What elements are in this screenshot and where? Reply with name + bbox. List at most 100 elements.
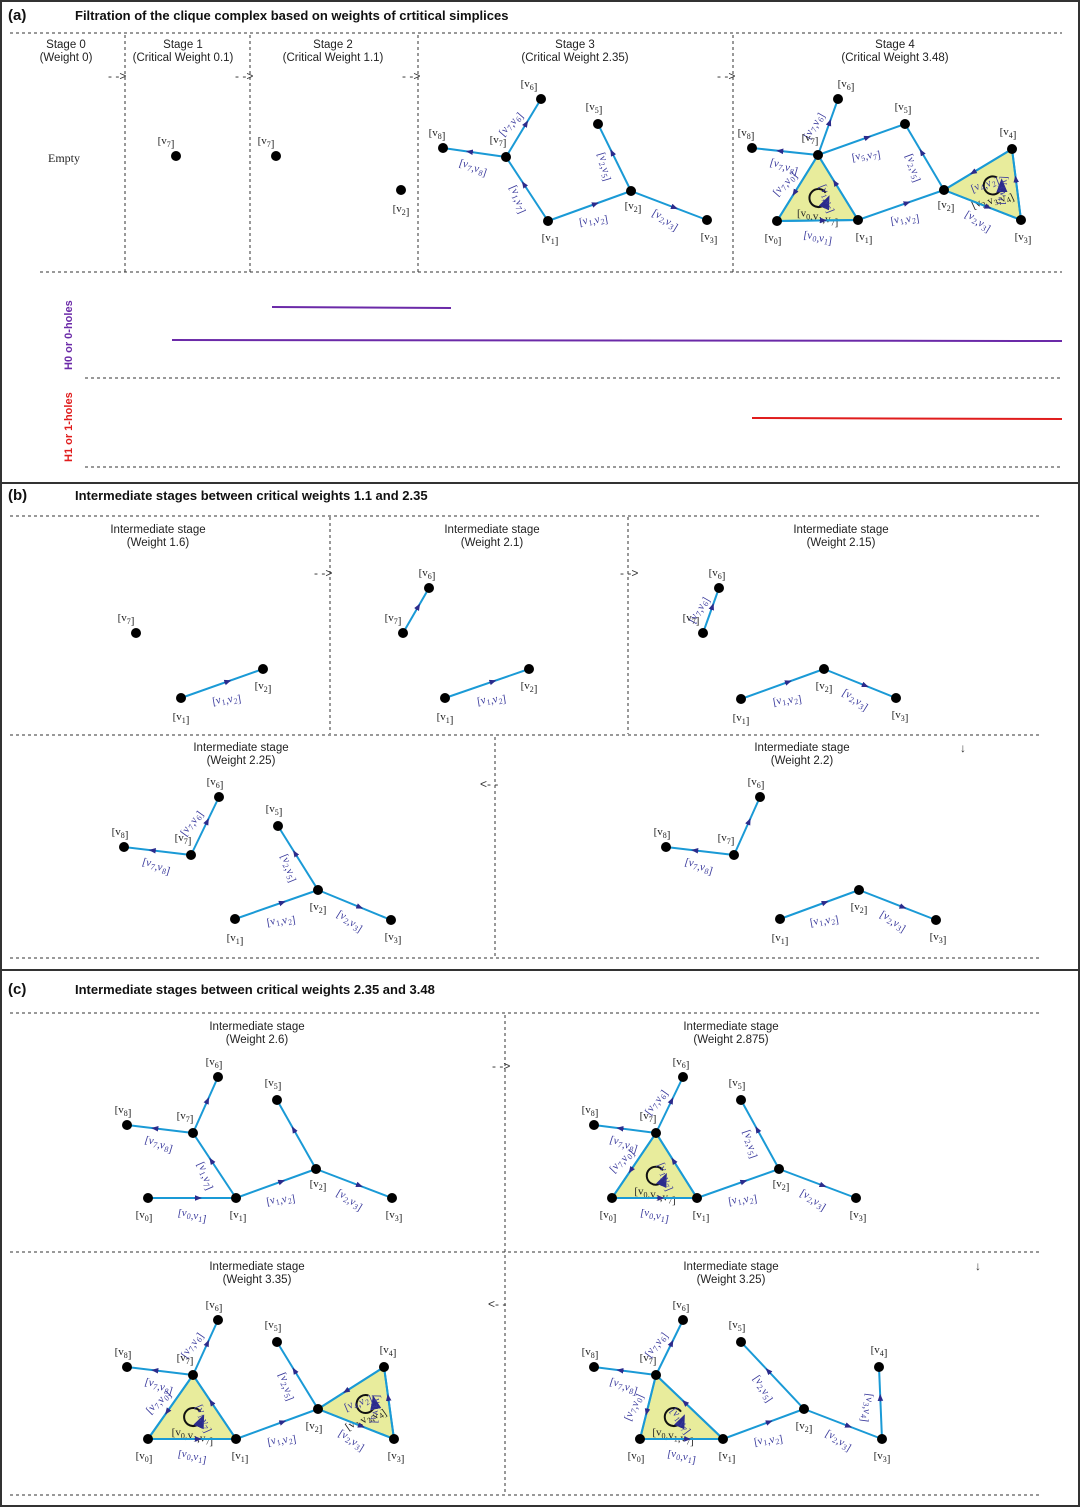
edge-label: [v2,v3]	[796, 1187, 830, 1214]
vertex-v4	[1007, 144, 1017, 154]
edge-simplex	[277, 825, 319, 891]
vertex-label: [v3]	[874, 1450, 891, 1465]
vertex-v7	[171, 151, 181, 161]
vertex-label: [v3]	[701, 231, 718, 246]
vertex-label: [v6]	[207, 776, 224, 791]
edge-label: [v7,v0]	[622, 1391, 647, 1424]
edge-simplex	[317, 1408, 395, 1440]
edge-label: [v4,v2]	[341, 1388, 375, 1419]
stage-weight: (Weight 0)	[40, 52, 93, 64]
edge-direction-arrow-icon	[1013, 175, 1020, 183]
flow-arrow-down: ↓	[975, 1259, 981, 1273]
edge-simplex	[317, 889, 392, 921]
edge-direction-arrow-icon	[969, 168, 978, 175]
vertex-label: [v4]	[871, 1344, 888, 1359]
stage-weight: (Weight 2.6)	[226, 1034, 289, 1046]
vertex-v0	[143, 1193, 153, 1203]
edge-label: [v3,v4]	[857, 1393, 876, 1423]
vertex-label: [v5]	[265, 1319, 282, 1334]
edge-direction-arrow-icon	[682, 1400, 690, 1407]
stage-weight: (Weight 2.875)	[693, 1034, 768, 1046]
vertex-label: [v6]	[419, 567, 436, 582]
edge-label: [v2,v5]	[272, 851, 303, 885]
edge-label: [v2,v5]	[270, 1370, 301, 1404]
vertex-v2	[626, 186, 636, 196]
edge-simplex	[740, 1341, 805, 1410]
vertex-label: [v7]	[718, 832, 735, 847]
c-stage-2-graph: [v0,v1,v7][v7,v8][v7,v6][v2,v5][v1,v2][v…	[582, 1056, 867, 1225]
h0-axis-label: H0 or 0-holes	[63, 300, 75, 370]
panel-c-title: Intermediate stages between critical wei…	[75, 982, 435, 997]
panel-a-label: (a)	[8, 7, 26, 24]
vertex-v6	[213, 1072, 223, 1082]
vertex-v8	[589, 1120, 599, 1130]
edge-label: [v1,v2]	[264, 1187, 297, 1214]
vertex-label: [v3]	[385, 931, 402, 946]
vertex-v6	[714, 583, 724, 593]
vertex-v2	[313, 885, 323, 895]
vertex-label: [v6]	[206, 1299, 223, 1314]
b-stage-4-header: Intermediate stage (Weight 2.25)	[193, 742, 288, 767]
vertex-v0	[607, 1193, 617, 1203]
vertex-label: [v2]	[625, 200, 642, 215]
vertex-label: [v0]	[136, 1209, 153, 1224]
edge-direction-arrow-icon	[165, 1407, 172, 1415]
edge-direction-arrow-icon	[223, 679, 232, 686]
vertex-label: [v0]	[628, 1450, 645, 1465]
edge-simplex	[655, 1319, 684, 1376]
edge-simplex	[817, 98, 839, 156]
edge-direction-arrow-icon	[644, 1408, 651, 1416]
edge-direction-arrow-icon	[291, 1126, 298, 1134]
vertex-label: [v3]	[1015, 231, 1032, 246]
edge-direction-arrow-icon	[616, 1126, 624, 1132]
edge-simplex	[147, 1374, 194, 1440]
stage-weight: (Weight 3.35)	[223, 1274, 292, 1286]
edge-label: [v1,v7]	[189, 1159, 220, 1193]
edge-simplex	[823, 668, 897, 699]
edge-simplex	[665, 846, 735, 856]
stage-name: Stage 3	[555, 39, 595, 51]
edge-simplex	[276, 1341, 319, 1410]
edge-direction-arrow-icon	[591, 202, 599, 208]
panel-c-label: (c)	[8, 981, 26, 998]
vertex-label: [v1]	[173, 711, 190, 726]
edge-label: [v3,v4]	[992, 175, 1014, 206]
edge-direction-arrow-icon	[784, 680, 792, 686]
b-stage-3-graph: [v7,v6] [v1,v2] [v2,v3] [v6] [v7] [v1] [v2] [v3…	[683, 567, 909, 727]
vertex-label: [v7]	[640, 1352, 657, 1367]
edge-label: [v1,v7]	[811, 182, 842, 216]
vertex-v8	[589, 1362, 599, 1372]
vertex-v7	[398, 628, 408, 638]
edge-simplex	[776, 219, 859, 222]
vertex-v3	[891, 693, 901, 703]
flow-arrow-left: <- -	[488, 1297, 506, 1311]
edge-direction-arrow-icon	[825, 119, 832, 127]
vertex-label: [v5]	[895, 101, 912, 116]
edge-direction-arrow-icon	[671, 1157, 678, 1166]
edge-direction-arrow-icon	[739, 1179, 748, 1186]
edge-direction-arrow-icon	[357, 1422, 365, 1428]
panel-b-label: (b)	[8, 487, 27, 504]
flow-arrow: - ->	[314, 566, 332, 580]
vertex-label: [v6]	[709, 567, 726, 582]
vertex-v2	[799, 1404, 809, 1414]
edge-label: [v3,v4]	[364, 1393, 386, 1424]
vertex-label: [v7]	[158, 135, 175, 150]
vertex-v5	[900, 119, 910, 129]
vertex-label: [v8]	[429, 127, 446, 142]
vertex-v2	[311, 1164, 321, 1174]
stage-name: Intermediate stage	[754, 742, 849, 754]
vertex-v4	[379, 1362, 389, 1372]
edge-direction-arrow-icon	[488, 679, 497, 686]
vertex-v7	[651, 1370, 661, 1380]
c-stage-1-header: Intermediate stage (Weight 2.6)	[209, 1021, 304, 1046]
edge-label: [v2,v3]	[648, 207, 682, 234]
stage-weight: (Weight 2.25)	[207, 755, 276, 767]
vertex-v6	[536, 94, 546, 104]
vertex-v3	[702, 215, 712, 225]
vertex-v2	[524, 664, 534, 674]
vertex-label: [v6]	[748, 776, 765, 791]
vertex-label: [v1]	[733, 712, 750, 727]
edge-simplex	[857, 189, 945, 221]
